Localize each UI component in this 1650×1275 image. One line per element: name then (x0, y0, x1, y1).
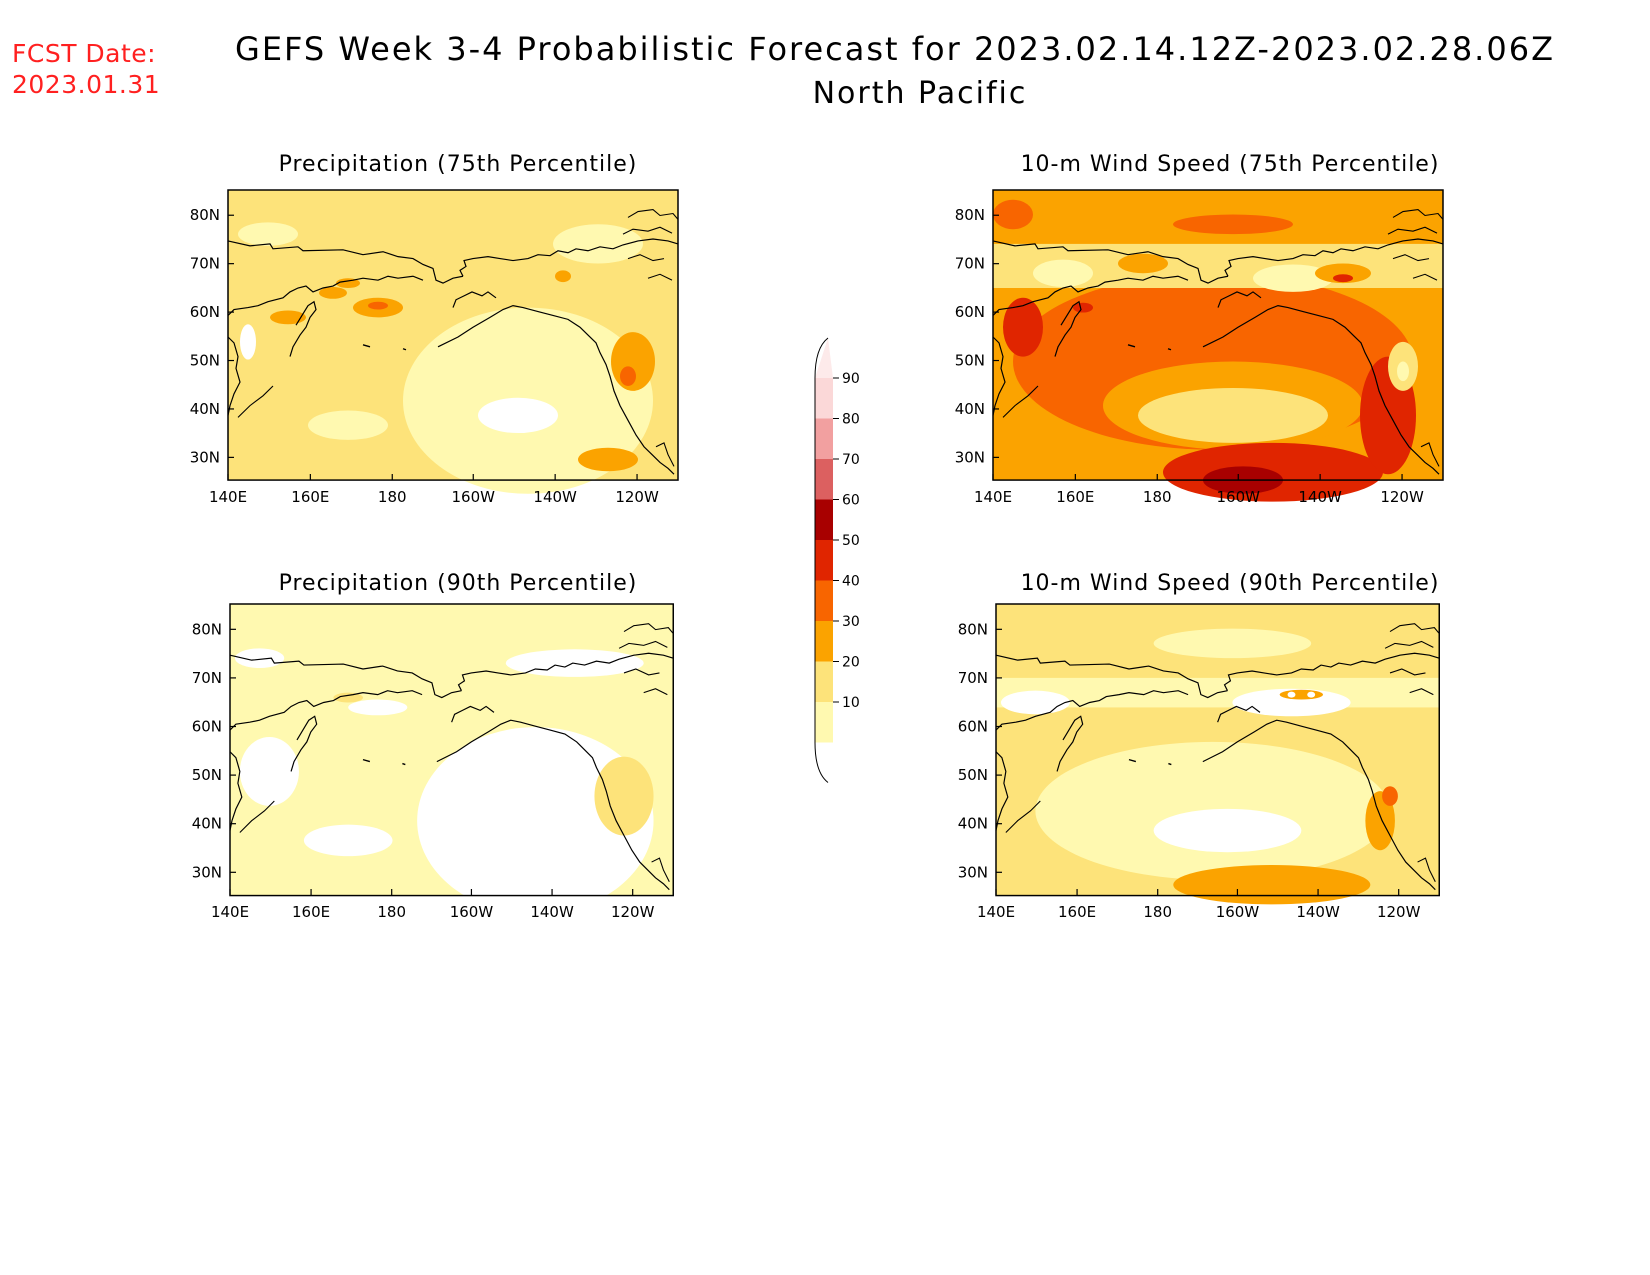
lon-tick-label: 160E (291, 488, 329, 506)
lon-tick-label: 160W (1217, 488, 1261, 506)
colorbar-label: 70 (842, 452, 860, 468)
colorbar-segment (815, 540, 833, 581)
colorbar-label: 80 (842, 412, 860, 428)
map-panel-precip-75 (227, 189, 679, 494)
panel-title-wind-90: 10-m Wind Speed (90th Percentile) (1020, 571, 1440, 596)
colorbar-label: 90 (842, 371, 860, 387)
lon-tick-label: 180 (378, 488, 407, 506)
lon-tick-label: 140W (1296, 903, 1340, 921)
lat-tick-label: 80N (955, 206, 985, 224)
lat-tick-label: 40N (958, 815, 988, 833)
lat-tick-label: 50N (955, 352, 985, 370)
lat-tick-label: 80N (958, 620, 988, 638)
panel-title-precip-75: Precipitation (75th Percentile) (278, 152, 638, 177)
lat-tick-label: 50N (958, 766, 988, 784)
lon-tick-label: 160E (292, 903, 330, 921)
lon-tick-label: 140E (211, 903, 249, 921)
colorbar-label: 20 (842, 655, 860, 671)
colorbar-segment (815, 580, 833, 621)
lat-tick-label: 60N (192, 718, 222, 736)
panel-title-wind-75: 10-m Wind Speed (75th Percentile) (1020, 152, 1440, 177)
colorbar-segment (815, 661, 833, 702)
lat-tick-label: 80N (190, 206, 220, 224)
colorbar: 90 80 70 60 50 40 30 20 10 (814, 337, 860, 783)
colorbar-segment (815, 499, 833, 540)
colorbar-segment (815, 459, 833, 500)
colorbar-segment (815, 621, 833, 662)
lat-tick-label: 60N (955, 303, 985, 321)
lon-tick-label: 120W (1380, 488, 1424, 506)
lon-tick-label: 180 (377, 903, 406, 921)
lat-tick-label: 40N (190, 400, 220, 418)
colorbar-label: 60 (842, 493, 860, 509)
colorbar-label: 40 (842, 574, 860, 590)
lon-tick-label: 160E (1058, 903, 1096, 921)
lat-tick-label: 30N (958, 863, 988, 881)
lat-tick-label: 70N (955, 255, 985, 273)
lat-tick-label: 30N (190, 448, 220, 466)
lat-tick-label: 70N (190, 255, 220, 273)
colorbar-segment (815, 418, 833, 459)
lat-tick-label: 70N (958, 669, 988, 687)
lat-tick-label: 70N (192, 669, 222, 687)
lat-tick-label: 60N (958, 718, 988, 736)
colorbar-top-arrow (815, 338, 833, 378)
map-panel-wind-75 (992, 189, 1444, 502)
lat-tick-label: 50N (190, 352, 220, 370)
lat-tick-label: 40N (192, 815, 222, 833)
lon-tick-label: 160W (452, 488, 496, 506)
main-title: GEFS Week 3-4 Probabilistic Forecast for… (235, 30, 1555, 68)
lon-tick-label: 140E (977, 903, 1015, 921)
lon-tick-label: 140W (530, 903, 574, 921)
lat-tick-label: 40N (955, 400, 985, 418)
lat-tick-label: 50N (192, 766, 222, 784)
colorbar-segment (815, 378, 833, 419)
map-axes: 140E 160E 180 160W 140W 120W 80N 70N 60N 50N 40N 30… (190, 206, 1424, 921)
lon-tick-label: 160E (1056, 488, 1094, 506)
fcst-date-label: FCST Date: (12, 39, 157, 68)
colorbar-top-edge (814, 337, 829, 379)
lon-tick-label: 140E (209, 488, 247, 506)
lon-tick-label: 140W (533, 488, 577, 506)
lon-tick-label: 180 (1143, 488, 1172, 506)
lat-tick-label: 30N (192, 863, 222, 881)
colorbar-bottom-edge (814, 742, 829, 783)
map-panel-wind-90 (995, 603, 1440, 905)
lon-tick-label: 160W (1216, 903, 1260, 921)
lon-tick-label: 120W (611, 903, 655, 921)
panel-title-precip-90: Precipitation (90th Percentile) (278, 571, 638, 596)
lat-tick-label: 60N (190, 303, 220, 321)
lat-tick-label: 80N (192, 620, 222, 638)
colorbar-label: 30 (842, 614, 860, 630)
lon-tick-label: 140W (1298, 488, 1342, 506)
map-panel-precip-90 (229, 603, 674, 915)
region-subtitle: North Pacific (812, 76, 1028, 111)
colorbar-segment (815, 702, 833, 743)
fcst-date-value: 2023.01.31 (12, 70, 161, 99)
lon-tick-label: 140E (974, 488, 1012, 506)
lon-tick-label: 120W (615, 488, 659, 506)
lon-tick-label: 160W (450, 903, 494, 921)
lon-tick-label: 180 (1143, 903, 1172, 921)
colorbar-label: 50 (842, 533, 860, 549)
colorbar-label: 10 (842, 695, 860, 711)
lat-tick-label: 30N (955, 448, 985, 466)
fcst-date-block: FCST Date: 2023.01.31 (12, 38, 160, 100)
lon-tick-label: 120W (1377, 903, 1421, 921)
